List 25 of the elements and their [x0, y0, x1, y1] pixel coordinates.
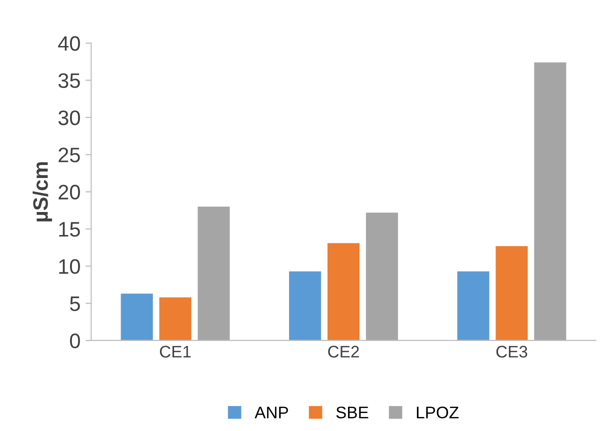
y-tick-label: 30 [58, 110, 80, 126]
legend-label: LPOZ [416, 406, 459, 418]
bar [198, 206, 230, 340]
x-tick-label: CE3 [496, 346, 528, 358]
y-tick-label: 20 [58, 184, 80, 200]
legend-label: ANP [254, 406, 288, 418]
legend-label: SBE [336, 406, 368, 418]
y-tick-label: 25 [58, 148, 80, 162]
bar [120, 294, 153, 340]
y-tick-label: 15 [59, 222, 80, 237]
x-tick-label: CE2 [328, 346, 359, 358]
bar [366, 212, 398, 340]
y-axis-title: µS/cm [32, 162, 52, 222]
y-tick-label: 10 [59, 259, 80, 274]
y-tick-label: 5 [70, 296, 80, 312]
y-tick-label: 40 [58, 36, 80, 51]
bar [159, 297, 192, 340]
y-tick-label: 0 [70, 333, 80, 348]
y-tick-label: 35 [58, 73, 80, 88]
bar [457, 271, 490, 340]
x-tick-label: CE1 [160, 346, 191, 358]
bar [328, 243, 360, 340]
bar [496, 246, 528, 340]
bar [534, 62, 566, 340]
bar [289, 271, 322, 340]
